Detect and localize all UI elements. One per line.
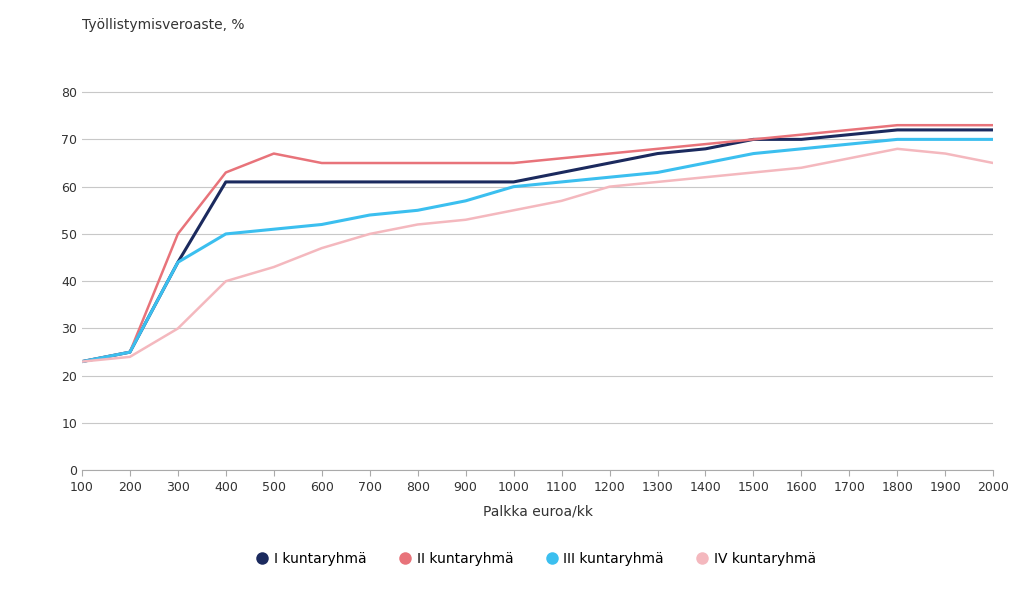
I kuntaryhmä xyxy=(267,178,280,186)
III kuntaryhmä xyxy=(315,221,328,228)
II kuntaryhmä xyxy=(172,230,184,238)
III kuntaryhmä xyxy=(987,136,999,143)
I kuntaryhmä xyxy=(891,126,903,133)
III kuntaryhmä xyxy=(124,349,136,356)
II kuntaryhmä xyxy=(651,145,664,153)
III kuntaryhmä xyxy=(364,212,376,219)
II kuntaryhmä xyxy=(796,131,808,138)
II kuntaryhmä xyxy=(891,122,903,129)
III kuntaryhmä xyxy=(76,358,88,365)
II kuntaryhmä xyxy=(315,159,328,166)
Line: II kuntaryhmä: II kuntaryhmä xyxy=(82,125,993,362)
Line: IV kuntaryhmä: IV kuntaryhmä xyxy=(82,149,993,362)
I kuntaryhmä xyxy=(603,159,615,166)
IV kuntaryhmä xyxy=(748,169,760,176)
II kuntaryhmä xyxy=(603,150,615,157)
II kuntaryhmä xyxy=(843,126,855,133)
II kuntaryhmä xyxy=(220,169,232,176)
II kuntaryhmä xyxy=(939,122,951,129)
I kuntaryhmä xyxy=(939,126,951,133)
III kuntaryhmä xyxy=(172,259,184,266)
II kuntaryhmä xyxy=(267,150,280,157)
III kuntaryhmä xyxy=(699,159,712,166)
IV kuntaryhmä xyxy=(267,264,280,271)
III kuntaryhmä xyxy=(748,150,760,157)
III kuntaryhmä xyxy=(843,140,855,148)
Text: Työllistymisveroaste, %: Työllistymisveroaste, % xyxy=(82,18,245,32)
I kuntaryhmä xyxy=(76,358,88,365)
I kuntaryhmä xyxy=(508,178,520,186)
I kuntaryhmä xyxy=(651,150,664,157)
III kuntaryhmä xyxy=(603,174,615,181)
III kuntaryhmä xyxy=(651,169,664,176)
I kuntaryhmä xyxy=(987,126,999,133)
I kuntaryhmä xyxy=(460,178,472,186)
IV kuntaryhmä xyxy=(315,244,328,251)
IV kuntaryhmä xyxy=(796,164,808,171)
I kuntaryhmä xyxy=(315,178,328,186)
IV kuntaryhmä xyxy=(555,197,567,204)
II kuntaryhmä xyxy=(508,159,520,166)
IV kuntaryhmä xyxy=(76,358,88,365)
II kuntaryhmä xyxy=(748,136,760,143)
II kuntaryhmä xyxy=(460,159,472,166)
I kuntaryhmä xyxy=(796,136,808,143)
IV kuntaryhmä xyxy=(651,178,664,186)
X-axis label: Palkka euroa/kk: Palkka euroa/kk xyxy=(482,505,593,519)
III kuntaryhmä xyxy=(891,136,903,143)
I kuntaryhmä xyxy=(220,178,232,186)
IV kuntaryhmä xyxy=(364,230,376,238)
III kuntaryhmä xyxy=(412,207,424,214)
III kuntaryhmä xyxy=(460,197,472,204)
IV kuntaryhmä xyxy=(412,221,424,228)
IV kuntaryhmä xyxy=(603,183,615,191)
III kuntaryhmä xyxy=(267,226,280,233)
I kuntaryhmä xyxy=(172,259,184,266)
II kuntaryhmä xyxy=(987,122,999,129)
IV kuntaryhmä xyxy=(699,174,712,181)
IV kuntaryhmä xyxy=(891,145,903,153)
I kuntaryhmä xyxy=(555,169,567,176)
Line: III kuntaryhmä: III kuntaryhmä xyxy=(82,139,993,362)
II kuntaryhmä xyxy=(364,159,376,166)
II kuntaryhmä xyxy=(555,155,567,162)
II kuntaryhmä xyxy=(76,358,88,365)
IV kuntaryhmä xyxy=(939,150,951,157)
I kuntaryhmä xyxy=(843,131,855,138)
III kuntaryhmä xyxy=(508,183,520,191)
II kuntaryhmä xyxy=(124,349,136,356)
I kuntaryhmä xyxy=(699,145,712,153)
Line: I kuntaryhmä: I kuntaryhmä xyxy=(82,130,993,362)
III kuntaryhmä xyxy=(220,230,232,238)
IV kuntaryhmä xyxy=(172,325,184,332)
II kuntaryhmä xyxy=(412,159,424,166)
IV kuntaryhmä xyxy=(843,155,855,162)
III kuntaryhmä xyxy=(939,136,951,143)
III kuntaryhmä xyxy=(796,145,808,153)
III kuntaryhmä xyxy=(555,178,567,186)
II kuntaryhmä xyxy=(699,140,712,148)
IV kuntaryhmä xyxy=(508,207,520,214)
I kuntaryhmä xyxy=(364,178,376,186)
IV kuntaryhmä xyxy=(460,216,472,223)
I kuntaryhmä xyxy=(412,178,424,186)
IV kuntaryhmä xyxy=(124,353,136,361)
IV kuntaryhmä xyxy=(220,277,232,285)
I kuntaryhmä xyxy=(748,136,760,143)
IV kuntaryhmä xyxy=(987,159,999,166)
Legend: I kuntaryhmä, II kuntaryhmä, III kuntaryhmä, IV kuntaryhmä: I kuntaryhmä, II kuntaryhmä, III kuntary… xyxy=(259,552,816,566)
I kuntaryhmä xyxy=(124,349,136,356)
